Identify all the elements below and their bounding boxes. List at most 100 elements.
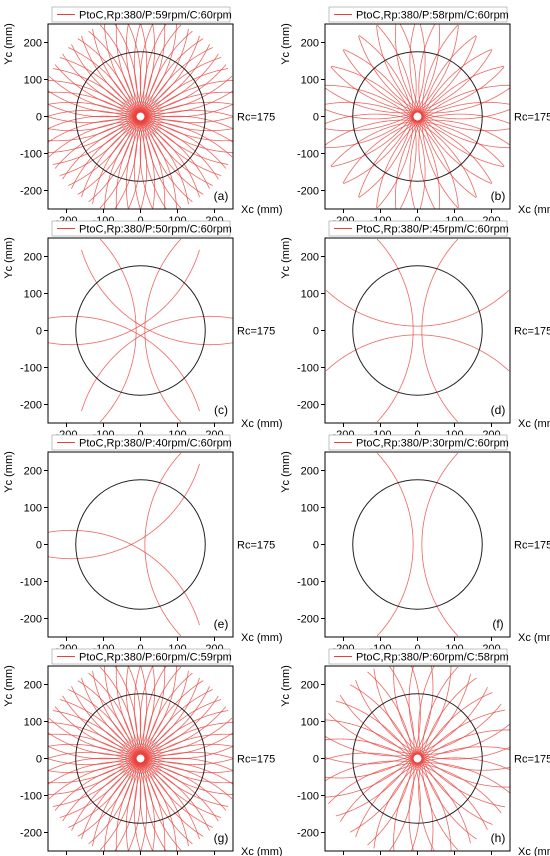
y-tick-label: 0 bbox=[36, 326, 42, 338]
trajectory-series bbox=[325, 24, 510, 209]
y-tick-label: 200 bbox=[301, 252, 319, 264]
y-tick-label: 100 bbox=[24, 75, 42, 87]
x-axis-title: Xc (mm) bbox=[241, 204, 283, 216]
legend: PtoC,Rp:380/P:50rpm/C:60rpm bbox=[51, 220, 232, 237]
trajectory-curve bbox=[358, 35, 510, 132]
y-tick-label: -100 bbox=[20, 363, 42, 375]
trajectory-curve bbox=[355, 746, 510, 838]
reference-circle bbox=[352, 51, 483, 182]
y-axis-title: Yc (mm) bbox=[3, 23, 15, 65]
trajectory-curve bbox=[421, 238, 459, 423]
trajectory-curve bbox=[81, 249, 233, 346]
trajectory-curve bbox=[343, 49, 426, 209]
y-tick-label: 100 bbox=[24, 289, 42, 301]
trajectory-curve bbox=[339, 757, 510, 823]
legend-label: PtoC,Rp:380/P:59rpm/C:60rpm bbox=[79, 10, 232, 22]
trajectory-curve bbox=[48, 695, 219, 760]
trajectory-curve bbox=[144, 238, 182, 423]
x-axis-title: Xc (mm) bbox=[518, 632, 550, 644]
trajectory-curve bbox=[331, 24, 440, 168]
y-tick-label: 200 bbox=[24, 466, 42, 478]
y-axis-title: Yc (mm) bbox=[3, 451, 15, 493]
trajectory-curve bbox=[421, 452, 459, 637]
trajectory-curve bbox=[339, 694, 510, 760]
y-tick-label: -100 bbox=[20, 577, 42, 589]
reference-circle bbox=[75, 265, 206, 396]
trajectory-curve bbox=[358, 101, 510, 198]
legend-label: PtoC,Rp:380/P:50rpm/C:60rpm bbox=[79, 224, 232, 236]
x-axis-title: Xc (mm) bbox=[241, 418, 283, 430]
panel-tag: (d) bbox=[491, 403, 506, 417]
panel-tag: (a) bbox=[214, 189, 229, 203]
trajectory-curve bbox=[48, 529, 200, 626]
trajectory-curve bbox=[395, 24, 504, 168]
y-axis-title: Yc (mm) bbox=[280, 451, 292, 493]
y-tick-label: -100 bbox=[297, 149, 319, 161]
legend: PtoC,Rp:380/P:59rpm/C:60rpm bbox=[51, 6, 232, 23]
trajectory-series bbox=[48, 24, 233, 209]
y-tick-label: -100 bbox=[297, 577, 319, 589]
trajectory-curve bbox=[48, 463, 200, 560]
legend-label: PtoC,Rp:380/P:60rpm/C:59rpm bbox=[79, 652, 232, 664]
panel-tag: (f) bbox=[492, 617, 503, 631]
trajectory-curve bbox=[139, 24, 204, 195]
y-tick-label: 200 bbox=[24, 38, 42, 50]
trajectory-curve bbox=[418, 677, 477, 851]
trajectory-curve bbox=[355, 679, 510, 771]
trajectory-series bbox=[48, 666, 233, 851]
reference-circle bbox=[75, 479, 206, 610]
trajectory-curve bbox=[77, 666, 142, 837]
y-axis-title: Yc (mm) bbox=[280, 23, 292, 65]
trajectory-curve bbox=[143, 672, 193, 851]
trajectory-curve bbox=[376, 452, 414, 637]
legend-label: PtoC,Rp:380/P:58rpm/C:60rpm bbox=[356, 10, 509, 22]
trajectory-series bbox=[325, 238, 510, 423]
rc-annotation: Rc=175 bbox=[514, 112, 550, 124]
trajectory-curve bbox=[62, 757, 233, 822]
trajectory-curve bbox=[373, 668, 510, 788]
trajectory-curve bbox=[325, 666, 452, 798]
y-tick-label: 0 bbox=[313, 540, 319, 552]
trajectory-curve bbox=[48, 249, 200, 346]
y-tick-label: -200 bbox=[297, 828, 319, 840]
trajectory-curve bbox=[325, 35, 477, 132]
y-tick-label: -200 bbox=[20, 400, 42, 412]
trajectory-series bbox=[48, 452, 200, 637]
reference-circle bbox=[352, 693, 483, 824]
trajectory-series bbox=[48, 238, 233, 423]
rc-annotation: Rc=175 bbox=[237, 540, 275, 552]
trajectory-curve bbox=[343, 24, 426, 184]
y-tick-label: 200 bbox=[301, 680, 319, 692]
legend: PtoC,Rp:380/P:40rpm/C:60rpm bbox=[51, 434, 232, 451]
x-axis-title: Xc (mm) bbox=[241, 632, 283, 644]
rc-annotation: Rc=175 bbox=[237, 754, 275, 766]
panel-tag: (h) bbox=[491, 831, 506, 845]
reference-circle bbox=[75, 51, 206, 182]
trajectory-curve bbox=[325, 101, 477, 198]
y-tick-label: -200 bbox=[20, 828, 42, 840]
y-tick-label: -100 bbox=[297, 363, 319, 375]
trajectory-curve bbox=[418, 35, 477, 209]
y-tick-label: -200 bbox=[20, 186, 42, 198]
y-tick-label: -200 bbox=[20, 614, 42, 626]
panel-tag: (b) bbox=[491, 189, 506, 203]
trajectory-curve bbox=[81, 315, 233, 412]
y-tick-label: 200 bbox=[301, 466, 319, 478]
y-tick-label: 0 bbox=[313, 112, 319, 124]
y-axis-title: Yc (mm) bbox=[280, 665, 292, 707]
trajectory-curve bbox=[48, 53, 219, 118]
trajectory-curve bbox=[144, 452, 182, 637]
y-tick-label: 200 bbox=[24, 680, 42, 692]
y-tick-label: 100 bbox=[301, 75, 319, 87]
x-axis-title: Xc (mm) bbox=[518, 204, 550, 216]
y-tick-label: 0 bbox=[313, 754, 319, 766]
reference-circle bbox=[75, 693, 206, 824]
y-tick-label: 100 bbox=[301, 503, 319, 515]
y-tick-label: 100 bbox=[24, 503, 42, 515]
